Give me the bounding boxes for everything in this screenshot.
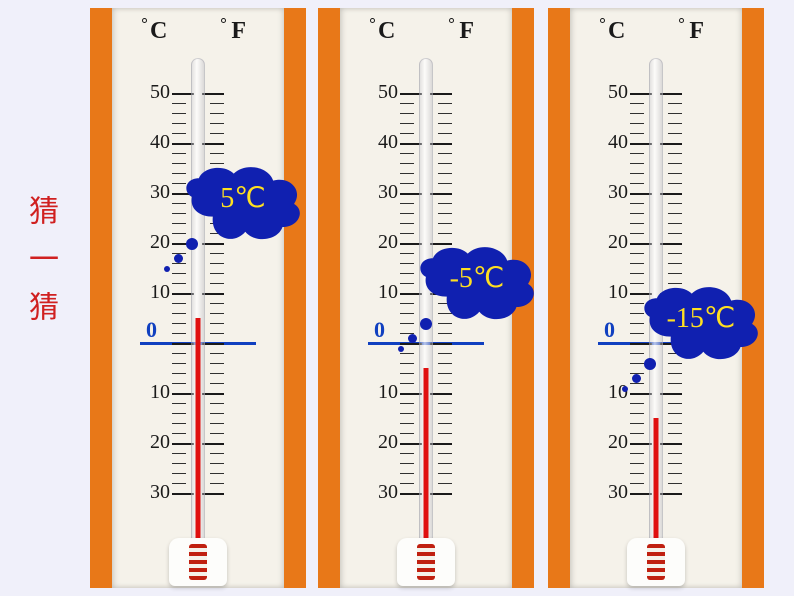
fahrenheit-label: F <box>231 18 246 45</box>
mercury-column <box>196 318 201 550</box>
callout-trail-dot <box>174 254 183 263</box>
scale-number: 40 <box>600 131 628 154</box>
callout-trail-dot <box>644 358 656 370</box>
guess-label: 猜一猜 <box>18 195 62 339</box>
scale-number: 10 <box>600 281 628 304</box>
scale-number: 20 <box>142 231 170 254</box>
scale-number: 40 <box>142 131 170 154</box>
scale-number: 20 <box>370 431 398 454</box>
scale-number: 30 <box>370 181 398 204</box>
callout-trail-dot <box>186 238 198 250</box>
scale-number: 10 <box>142 381 170 404</box>
celsius-label: C <box>608 18 625 45</box>
temperature-value: -15℃ <box>667 301 736 335</box>
zero-label: 0 <box>374 317 385 343</box>
temperature-value: -5℃ <box>450 261 505 295</box>
scale-number: 10 <box>370 381 398 404</box>
scale-number: 30 <box>142 481 170 504</box>
callout-trail-dot <box>398 346 404 352</box>
thermometer-1: C F 50 40 30 20 10 0 10 20 30 <box>90 8 306 588</box>
callout-trail-dot <box>420 318 432 330</box>
celsius-label: C <box>378 18 395 45</box>
fahrenheit-label: F <box>689 18 704 45</box>
bulb-holder <box>627 538 685 586</box>
bulb-holder <box>397 538 455 586</box>
scale-number: 10 <box>142 281 170 304</box>
temperature-value: 5℃ <box>220 181 265 215</box>
scale-number: 20 <box>600 231 628 254</box>
callout-trail-dot <box>632 374 641 383</box>
thermometer-plate: C F 50 40 30 20 10 0 10 20 30 <box>112 8 284 588</box>
temperature-callout: 5℃ <box>178 160 308 250</box>
bulb-holder <box>169 538 227 586</box>
zero-label: 0 <box>604 317 615 343</box>
callout-trail-dot <box>408 334 417 343</box>
scale-number: 30 <box>600 481 628 504</box>
scale-number: 40 <box>370 131 398 154</box>
callout-trail-dot <box>164 266 170 272</box>
mercury-column <box>654 418 659 550</box>
celsius-label: C <box>150 18 167 45</box>
scale-number: 30 <box>142 181 170 204</box>
callout-trail-dot <box>622 386 628 392</box>
scale-number: 50 <box>142 81 170 104</box>
scale-number: 30 <box>600 181 628 204</box>
scale-number: 20 <box>142 431 170 454</box>
mercury-column <box>424 368 429 550</box>
scale-number: 50 <box>600 81 628 104</box>
scale-number: 30 <box>370 481 398 504</box>
scale-number: 50 <box>370 81 398 104</box>
temperature-callout: -15℃ <box>636 280 766 370</box>
scale-number: 20 <box>370 231 398 254</box>
fahrenheit-label: F <box>459 18 474 45</box>
zero-label: 0 <box>146 317 157 343</box>
scale-number: 10 <box>600 381 628 404</box>
scale-number: 20 <box>600 431 628 454</box>
scale-number: 10 <box>370 281 398 304</box>
temperature-callout: -5℃ <box>412 240 542 330</box>
